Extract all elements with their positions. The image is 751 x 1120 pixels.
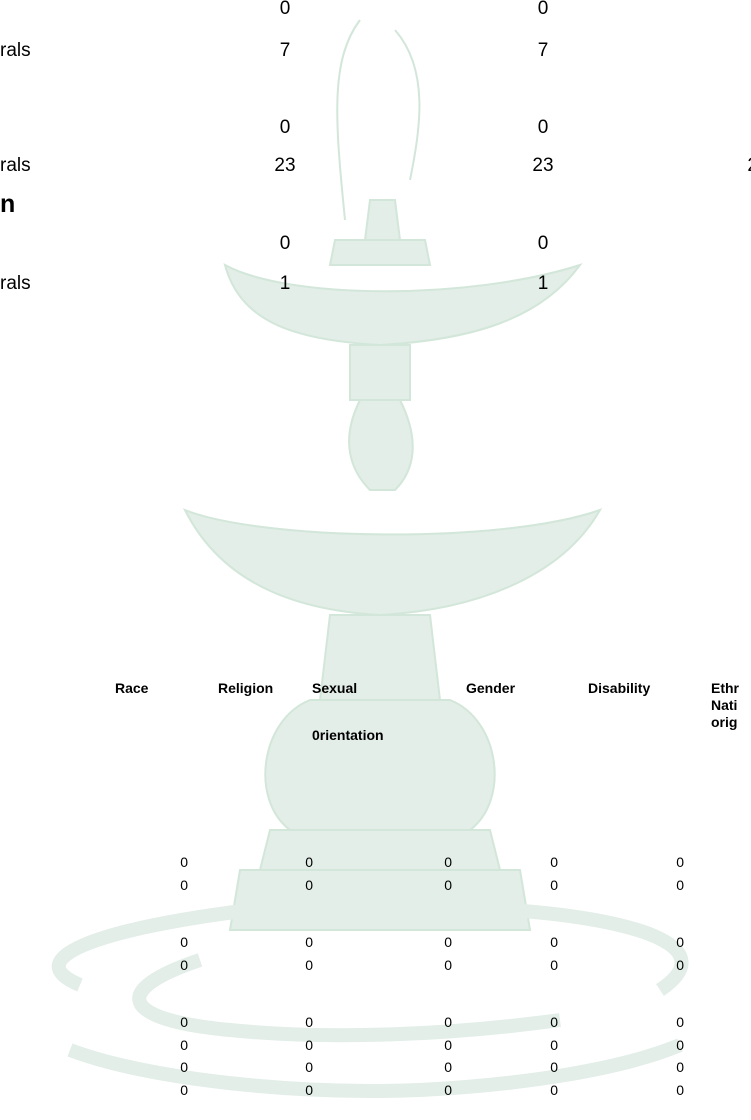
cell-value: 1 <box>537 273 549 294</box>
row-label: rals <box>0 155 31 176</box>
cell-value: 0 <box>676 934 684 950</box>
cell-value: 0 <box>676 877 684 893</box>
cell-value: 0 <box>305 934 313 950</box>
cell-value: 0 <box>550 1059 558 1075</box>
cell-value: 0 <box>305 877 313 893</box>
cell-value: 0 <box>180 934 188 950</box>
cell-value: 7 <box>718 41 751 60</box>
cell-value: 0 <box>676 957 684 973</box>
cell-value: 0 <box>550 1037 558 1053</box>
column-header: Race <box>115 680 149 696</box>
cell-value: 0 <box>180 1059 188 1075</box>
cell-value: 23 <box>718 156 751 175</box>
cell-value: 23 <box>532 155 554 176</box>
column-header: Disability <box>588 680 651 696</box>
cell-value: 0 <box>180 877 188 893</box>
cell-value: 1 <box>279 273 291 294</box>
cell-value: 0 <box>537 0 549 19</box>
column-header: orig <box>711 714 738 730</box>
cell-value: 0 <box>305 1059 313 1075</box>
section-heading: n <box>0 190 16 218</box>
cell-value: 0 <box>550 854 558 870</box>
cell-value: 0 <box>537 117 549 138</box>
cell-value: 0 <box>676 1082 684 1098</box>
cell-value: 0 <box>550 1014 558 1030</box>
cell-value: 0 <box>305 957 313 973</box>
cell-value: 0 <box>718 0 751 18</box>
column-header: Nati <box>711 697 738 713</box>
cell-value: 0 <box>444 957 452 973</box>
row-label: rals <box>0 40 31 61</box>
cell-value: 0 <box>444 934 452 950</box>
cell-value: 23 <box>274 155 296 176</box>
cell-value: 0 <box>550 957 558 973</box>
cell-value: 0 <box>444 1014 452 1030</box>
column-header: 0rientation <box>312 727 384 743</box>
cell-value: 0 <box>550 877 558 893</box>
cell-value: 0 <box>180 854 188 870</box>
cell-value: 0 <box>537 233 549 254</box>
cell-value: 0 <box>676 1037 684 1053</box>
cell-value: 0 <box>305 854 313 870</box>
column-header: Ethr <box>711 680 739 696</box>
cell-value: 0 <box>550 934 558 950</box>
cell-value: 0 <box>180 957 188 973</box>
cell-value: 0 <box>279 117 291 138</box>
cell-value: 7 <box>279 40 291 61</box>
cell-value: 0 <box>444 1037 452 1053</box>
cell-value: 0 <box>718 234 751 253</box>
cell-value: 1 <box>718 274 751 293</box>
cell-value: 0 <box>444 854 452 870</box>
cell-value: 0 <box>444 1082 452 1098</box>
cell-value: 0 <box>718 118 751 137</box>
cell-value: 0 <box>180 1082 188 1098</box>
cell-value: 0 <box>550 1082 558 1098</box>
cell-value: 0 <box>180 1037 188 1053</box>
cell-value: 0 <box>676 1014 684 1030</box>
cell-value: 0 <box>279 233 291 254</box>
column-header: Sexual <box>312 680 358 696</box>
cell-value: 0 <box>444 1059 452 1075</box>
cell-value: 0 <box>305 1014 313 1030</box>
row-label: rals <box>0 273 31 294</box>
column-header: Gender <box>466 680 516 696</box>
cell-value: 7 <box>537 40 549 61</box>
cell-value: 0 <box>279 0 291 19</box>
cell-value: 0 <box>305 1037 313 1053</box>
cell-value: 0 <box>676 1059 684 1075</box>
cell-value: 0 <box>676 854 684 870</box>
cell-value: 0 <box>305 1082 313 1098</box>
column-header: Religion <box>218 680 274 696</box>
cell-value: 0 <box>180 1014 188 1030</box>
cell-value: 0 <box>444 877 452 893</box>
